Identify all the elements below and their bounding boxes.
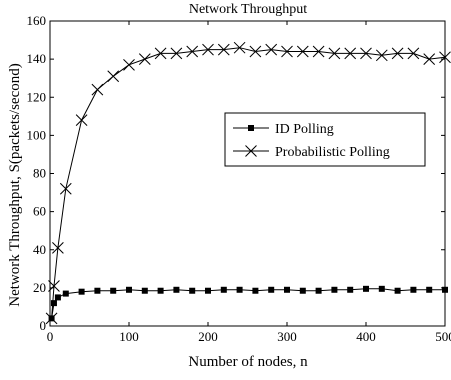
data-point-series-1 bbox=[126, 287, 132, 293]
x-tick-label: 500 bbox=[435, 329, 451, 344]
legend-label-2: Probabilistic Polling bbox=[275, 145, 390, 160]
data-point-series-1 bbox=[63, 291, 69, 297]
x-tick-label: 400 bbox=[356, 329, 376, 344]
data-point-series-2 bbox=[76, 115, 87, 126]
data-point-series-1 bbox=[442, 287, 448, 293]
x-tick-label: 100 bbox=[119, 329, 139, 344]
data-point-series-1 bbox=[331, 287, 337, 293]
y-tick-label: 80 bbox=[33, 166, 46, 181]
x-tick-label: 300 bbox=[277, 329, 297, 344]
data-point-series-2 bbox=[92, 84, 103, 95]
data-point-series-1 bbox=[173, 287, 179, 293]
x-axis-label: Number of nodes, n bbox=[188, 354, 308, 370]
data-point-series-1 bbox=[268, 287, 274, 293]
plot-area: 0 100 200 300 400 500 0 20 40 60 80 100 120 140 160 ID … bbox=[27, 13, 451, 344]
x-tick-label: 0 bbox=[47, 329, 54, 344]
data-point-series-1 bbox=[347, 287, 353, 293]
data-point-series-1 bbox=[142, 288, 148, 294]
y-tick-label: 40 bbox=[33, 242, 46, 257]
data-point-series-1 bbox=[300, 288, 306, 294]
y-tick-label: 160 bbox=[27, 13, 47, 28]
data-point-series-1 bbox=[110, 288, 116, 294]
y-tick-label: 60 bbox=[33, 204, 46, 219]
chart-title: Network Throughput bbox=[189, 2, 307, 17]
data-point-series-1 bbox=[79, 289, 85, 295]
data-point-series-1 bbox=[395, 288, 401, 294]
data-point-series-1 bbox=[158, 288, 164, 294]
data-point-series-2 bbox=[124, 59, 135, 70]
series-line-2 bbox=[52, 48, 445, 319]
y-tick-label: 100 bbox=[27, 127, 47, 142]
data-point-series-1 bbox=[237, 287, 243, 293]
data-point-series-1 bbox=[51, 300, 57, 306]
plot-frame bbox=[50, 21, 445, 326]
y-tick-label: 120 bbox=[27, 89, 47, 104]
data-point-series-2 bbox=[108, 71, 119, 82]
y-tick-label: 20 bbox=[33, 280, 46, 295]
data-point-series-1 bbox=[221, 287, 227, 293]
data-point-series-1 bbox=[316, 288, 322, 294]
x-tick-label: 200 bbox=[198, 329, 218, 344]
y-tick-label: 140 bbox=[27, 51, 47, 66]
y-axis-label: Network Throughput, S(packets/second) bbox=[7, 63, 23, 306]
data-point-series-1 bbox=[379, 286, 385, 292]
data-point-series-1 bbox=[205, 288, 211, 294]
data-point-series-1 bbox=[252, 288, 258, 294]
data-point-series-2 bbox=[60, 183, 71, 194]
data-point-series-1 bbox=[426, 287, 432, 293]
data-point-series-1 bbox=[189, 288, 195, 294]
legend-marker-1 bbox=[248, 125, 254, 131]
legend-label-1: ID Polling bbox=[275, 122, 334, 137]
data-point-series-1 bbox=[363, 286, 369, 292]
data-point-series-2 bbox=[139, 54, 150, 65]
data-point-series-1 bbox=[284, 287, 290, 293]
data-point-series-1 bbox=[55, 294, 61, 300]
data-point-series-1 bbox=[410, 287, 416, 293]
y-tick-label: 0 bbox=[40, 318, 47, 333]
data-point-series-1 bbox=[94, 288, 100, 294]
